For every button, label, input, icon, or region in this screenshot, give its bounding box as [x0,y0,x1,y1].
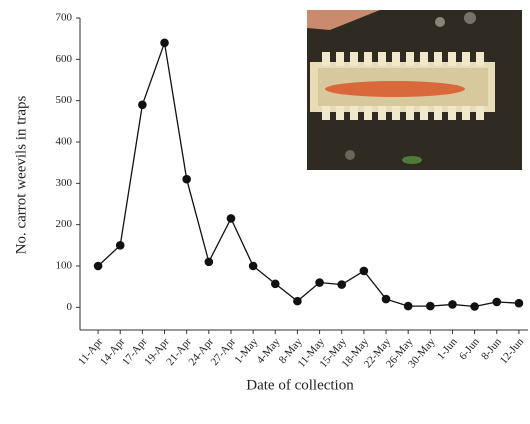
y-tick-label: 700 [56,12,73,24]
data-point [404,302,413,311]
data-point [116,241,125,250]
data-point [382,295,391,304]
data-point [205,258,214,267]
x-tick-label: 6-Jun [457,335,482,362]
y-tick-label: 500 [56,94,73,106]
data-point [426,302,435,311]
data-point [138,101,147,110]
y-tick-label: 300 [56,177,73,189]
y-tick-label: 400 [56,136,73,148]
y-tick-label: 200 [56,218,73,230]
x-tick-label: 4-May [254,335,282,366]
x-tick-label: 1-Jun [435,335,460,362]
data-point [315,278,324,287]
y-tick-label: 0 [67,301,73,313]
inset-photo [307,10,522,170]
data-point [94,262,103,271]
x-tick-label: 1-May [232,335,260,366]
data-point [470,302,479,311]
data-point [160,39,169,48]
page: {"chart_data": {"type": "line", "x_label… [0,0,530,424]
y-tick-label: 100 [56,260,73,272]
data-point [515,299,524,308]
x-tick-label: 27-Apr [209,336,239,368]
x-axis-title: Date of collection [246,377,354,393]
data-point [360,267,369,276]
data-point [249,262,258,271]
data-point [293,297,302,306]
data-point [448,300,457,309]
y-tick-label: 600 [56,53,73,65]
data-point [337,280,346,289]
y-axis-title: No. carrot weevils in traps [13,95,29,254]
data-point [492,298,501,307]
chart: Date of collection No. carrot weevils in… [0,0,530,424]
x-tick-label: 12-Jun [498,335,527,366]
data-point [227,214,236,223]
data-point [182,175,191,184]
data-point [271,279,280,288]
